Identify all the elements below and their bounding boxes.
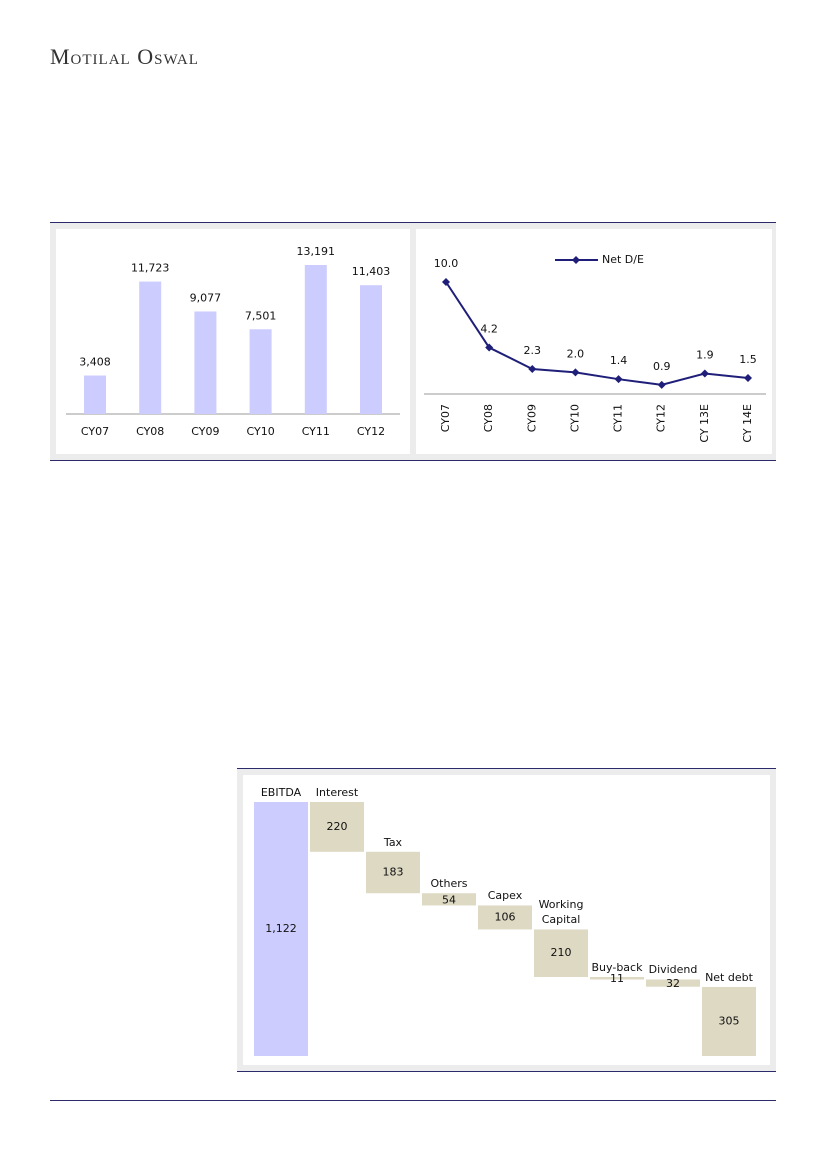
marker [744, 374, 752, 383]
bar [304, 265, 327, 414]
value-label: 305 [719, 1014, 740, 1027]
value-label: 9,077 [190, 291, 222, 304]
category-label: Others [430, 877, 468, 891]
value-label: 32 [666, 977, 680, 990]
value-label: 106 [495, 910, 516, 923]
category-label: Tax [383, 835, 403, 849]
marker [528, 365, 537, 374]
x-tick-label: CY10 [568, 404, 581, 432]
x-tick-label: CY11 [612, 404, 625, 432]
bar [249, 329, 272, 414]
bar [422, 893, 476, 906]
x-tick-label: CY08 [136, 425, 164, 438]
value-label: 1.9 [696, 349, 714, 362]
bar [646, 979, 700, 987]
x-tick-label: CY07 [439, 404, 452, 432]
value-label: 183 [383, 866, 404, 879]
value-label: 1.4 [610, 354, 628, 367]
line [445, 281, 749, 386]
rule [50, 1100, 776, 1101]
value-label: 2.0 [567, 347, 585, 360]
category-label: Capex [487, 889, 523, 903]
category-label: Working Capital [538, 898, 584, 927]
category-label: Buy-back [591, 960, 643, 974]
bar [254, 802, 308, 1056]
legend-label: Net D/E [602, 253, 644, 266]
value-label: 10.0 [434, 257, 459, 270]
rule [50, 460, 776, 461]
marker [700, 369, 709, 378]
rule [50, 222, 776, 223]
x-tick-label: CY10 [246, 425, 274, 438]
x-tick-label: CY07 [81, 425, 109, 438]
brand: Motilal Oswal [50, 44, 199, 69]
x-tick-label: CY08 [482, 404, 495, 432]
bar [534, 929, 588, 977]
category-label: EBITDA [260, 786, 302, 799]
marker [485, 343, 494, 352]
panel: 1,122 220 183 54 106 210 11 32 305 EBITDA Interes… [243, 775, 770, 1065]
panel: 3,408 CY07 11,723 CY08 9,077 CY09 7,501 CY10 13,… [56, 229, 410, 454]
x-tick-label: CY12 [655, 404, 668, 432]
rule [237, 768, 776, 769]
x-tick-label: CY12 [357, 425, 385, 438]
category-label: Interest [315, 786, 359, 799]
line-chart: CY07 CY08 CY09 CY10 CY11 CY12 CY 13E CY 14E 10.0… [424, 253, 766, 443]
category-label: Net debt [705, 970, 753, 984]
value-label: 7,501 [245, 309, 277, 322]
bar [702, 986, 756, 1056]
marker [442, 278, 450, 286]
x-tick-label: CY 14E [741, 404, 754, 443]
x-tick-label: CY09 [191, 425, 219, 438]
bar [478, 905, 532, 930]
value-label: 0.9 [653, 360, 671, 373]
value-label: 1.5 [739, 353, 757, 366]
marker [657, 380, 666, 389]
bar [84, 375, 106, 414]
x-tick-label: CY09 [525, 404, 538, 432]
waterfall-chart: 1,122 220 183 54 106 210 11 32 305 [254, 802, 756, 1056]
x-tick-label: CY11 [302, 425, 330, 438]
value-label: 11,723 [131, 262, 170, 275]
category-label: Dividend [648, 963, 698, 977]
value-label: 11,403 [352, 265, 391, 278]
bar [194, 311, 217, 414]
value-label: 1,122 [265, 922, 297, 935]
value-label: 54 [442, 893, 456, 906]
bar [360, 285, 382, 414]
value-label: 210 [551, 946, 572, 959]
marker [614, 375, 623, 384]
panel: CY07 CY08 CY09 CY10 CY11 CY12 CY 13E CY 14E 10.0… [416, 229, 772, 454]
legend-marker [572, 256, 580, 264]
bar [366, 851, 420, 894]
bar [310, 802, 364, 852]
bar [590, 976, 644, 980]
value-label: 3,408 [79, 356, 111, 369]
value-label: 2.3 [524, 344, 542, 357]
bar-chart: 3,408 CY07 11,723 CY08 9,077 CY09 7,501 CY10 13,… [66, 245, 400, 438]
value-label: 220 [327, 820, 348, 833]
marker [571, 368, 580, 377]
rule [237, 1071, 776, 1072]
x-tick-label: CY 13E [698, 404, 711, 443]
bar [139, 281, 162, 414]
value-label: 13,191 [297, 245, 336, 258]
value-label: 4.2 [480, 323, 498, 336]
value-label: 11 [610, 972, 624, 985]
